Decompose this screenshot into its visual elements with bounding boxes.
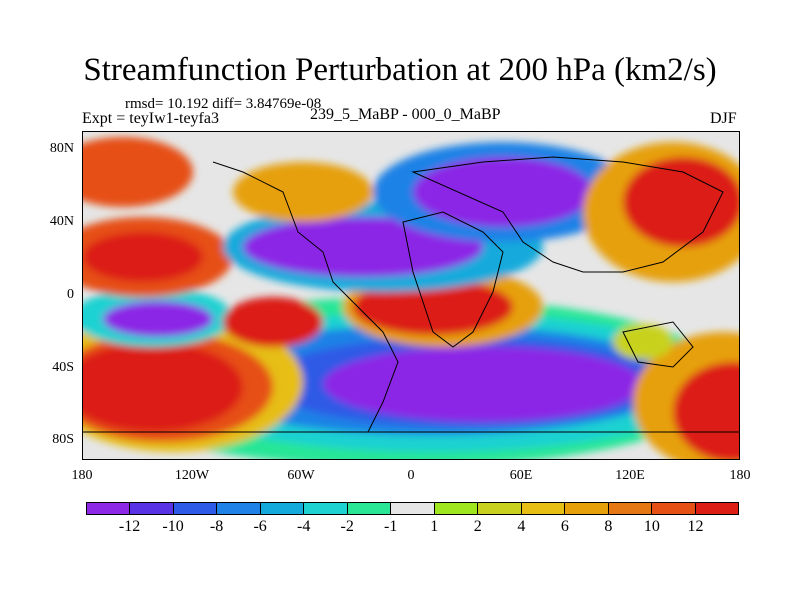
y-tick-40n: 40N <box>49 214 74 229</box>
map-plot <box>82 131 740 460</box>
colorbar-label: 6 <box>560 518 569 535</box>
x-tick-180e: 180 <box>729 468 751 483</box>
colorbar-label: 8 <box>604 518 613 535</box>
colorbar-swatch <box>434 503 479 514</box>
season-label: DJF <box>710 110 737 127</box>
y-tick-80n: 80N <box>49 141 74 156</box>
period-label: 239_5_MaBP - 000_0_MaBP <box>310 106 501 123</box>
colorbar-label: -2 <box>340 518 354 535</box>
y-tick-0: 0 <box>67 287 74 302</box>
x-tick-60w: 60W <box>287 468 315 483</box>
x-tick-180w: 180 <box>71 468 93 483</box>
colorbar-swatch <box>565 503 609 514</box>
y-tick-40s: 40S <box>52 360 74 375</box>
x-tick-120w: 120W <box>174 468 210 483</box>
colorbar-swatch <box>87 503 131 514</box>
colorbar-label: -10 <box>162 518 184 535</box>
colorbar-label: 4 <box>517 518 526 535</box>
colorbar-swatch <box>173 503 218 514</box>
colorbar-swatch <box>478 503 522 514</box>
colorbar-swatch <box>652 503 696 514</box>
colorbar-swatch <box>304 503 348 514</box>
x-tick-60e: 60E <box>509 468 533 483</box>
colorbar-label: 2 <box>473 518 482 535</box>
colorbar-swatch <box>130 503 174 514</box>
colorbar-swatch <box>608 503 653 514</box>
colorbar-swatch <box>695 503 739 514</box>
plot-title: Streamfunction Perturbation at 200 hPa (… <box>83 52 717 88</box>
experiment-label: Expt = teyIw1-teyfa3 <box>82 110 219 127</box>
colorbar-label: -12 <box>118 518 141 535</box>
colorbar-swatch <box>347 503 392 514</box>
colorbar-label: -6 <box>253 518 267 535</box>
colorbar-swatch <box>521 503 566 514</box>
colorbar-swatch <box>217 503 261 514</box>
stats-label: rmsd= 10.192 diff= 3.84769e-08 <box>125 96 322 112</box>
colorbar-label: 10 <box>643 518 660 535</box>
x-tick-0: 0 <box>407 468 415 483</box>
contour-map <box>83 132 739 459</box>
colorbar-label: 1 <box>430 518 439 535</box>
colorbar-swatch <box>260 503 305 514</box>
colorbar-label: -8 <box>209 518 224 535</box>
y-tick-80s: 80S <box>52 432 74 447</box>
x-tick-120e: 120E <box>615 468 645 483</box>
colorbar-label: -4 <box>296 518 311 535</box>
colorbar <box>86 502 739 515</box>
colorbar-label: -1 <box>384 518 398 535</box>
colorbar-label: 12 <box>687 518 704 535</box>
colorbar-swatch <box>391 503 435 514</box>
